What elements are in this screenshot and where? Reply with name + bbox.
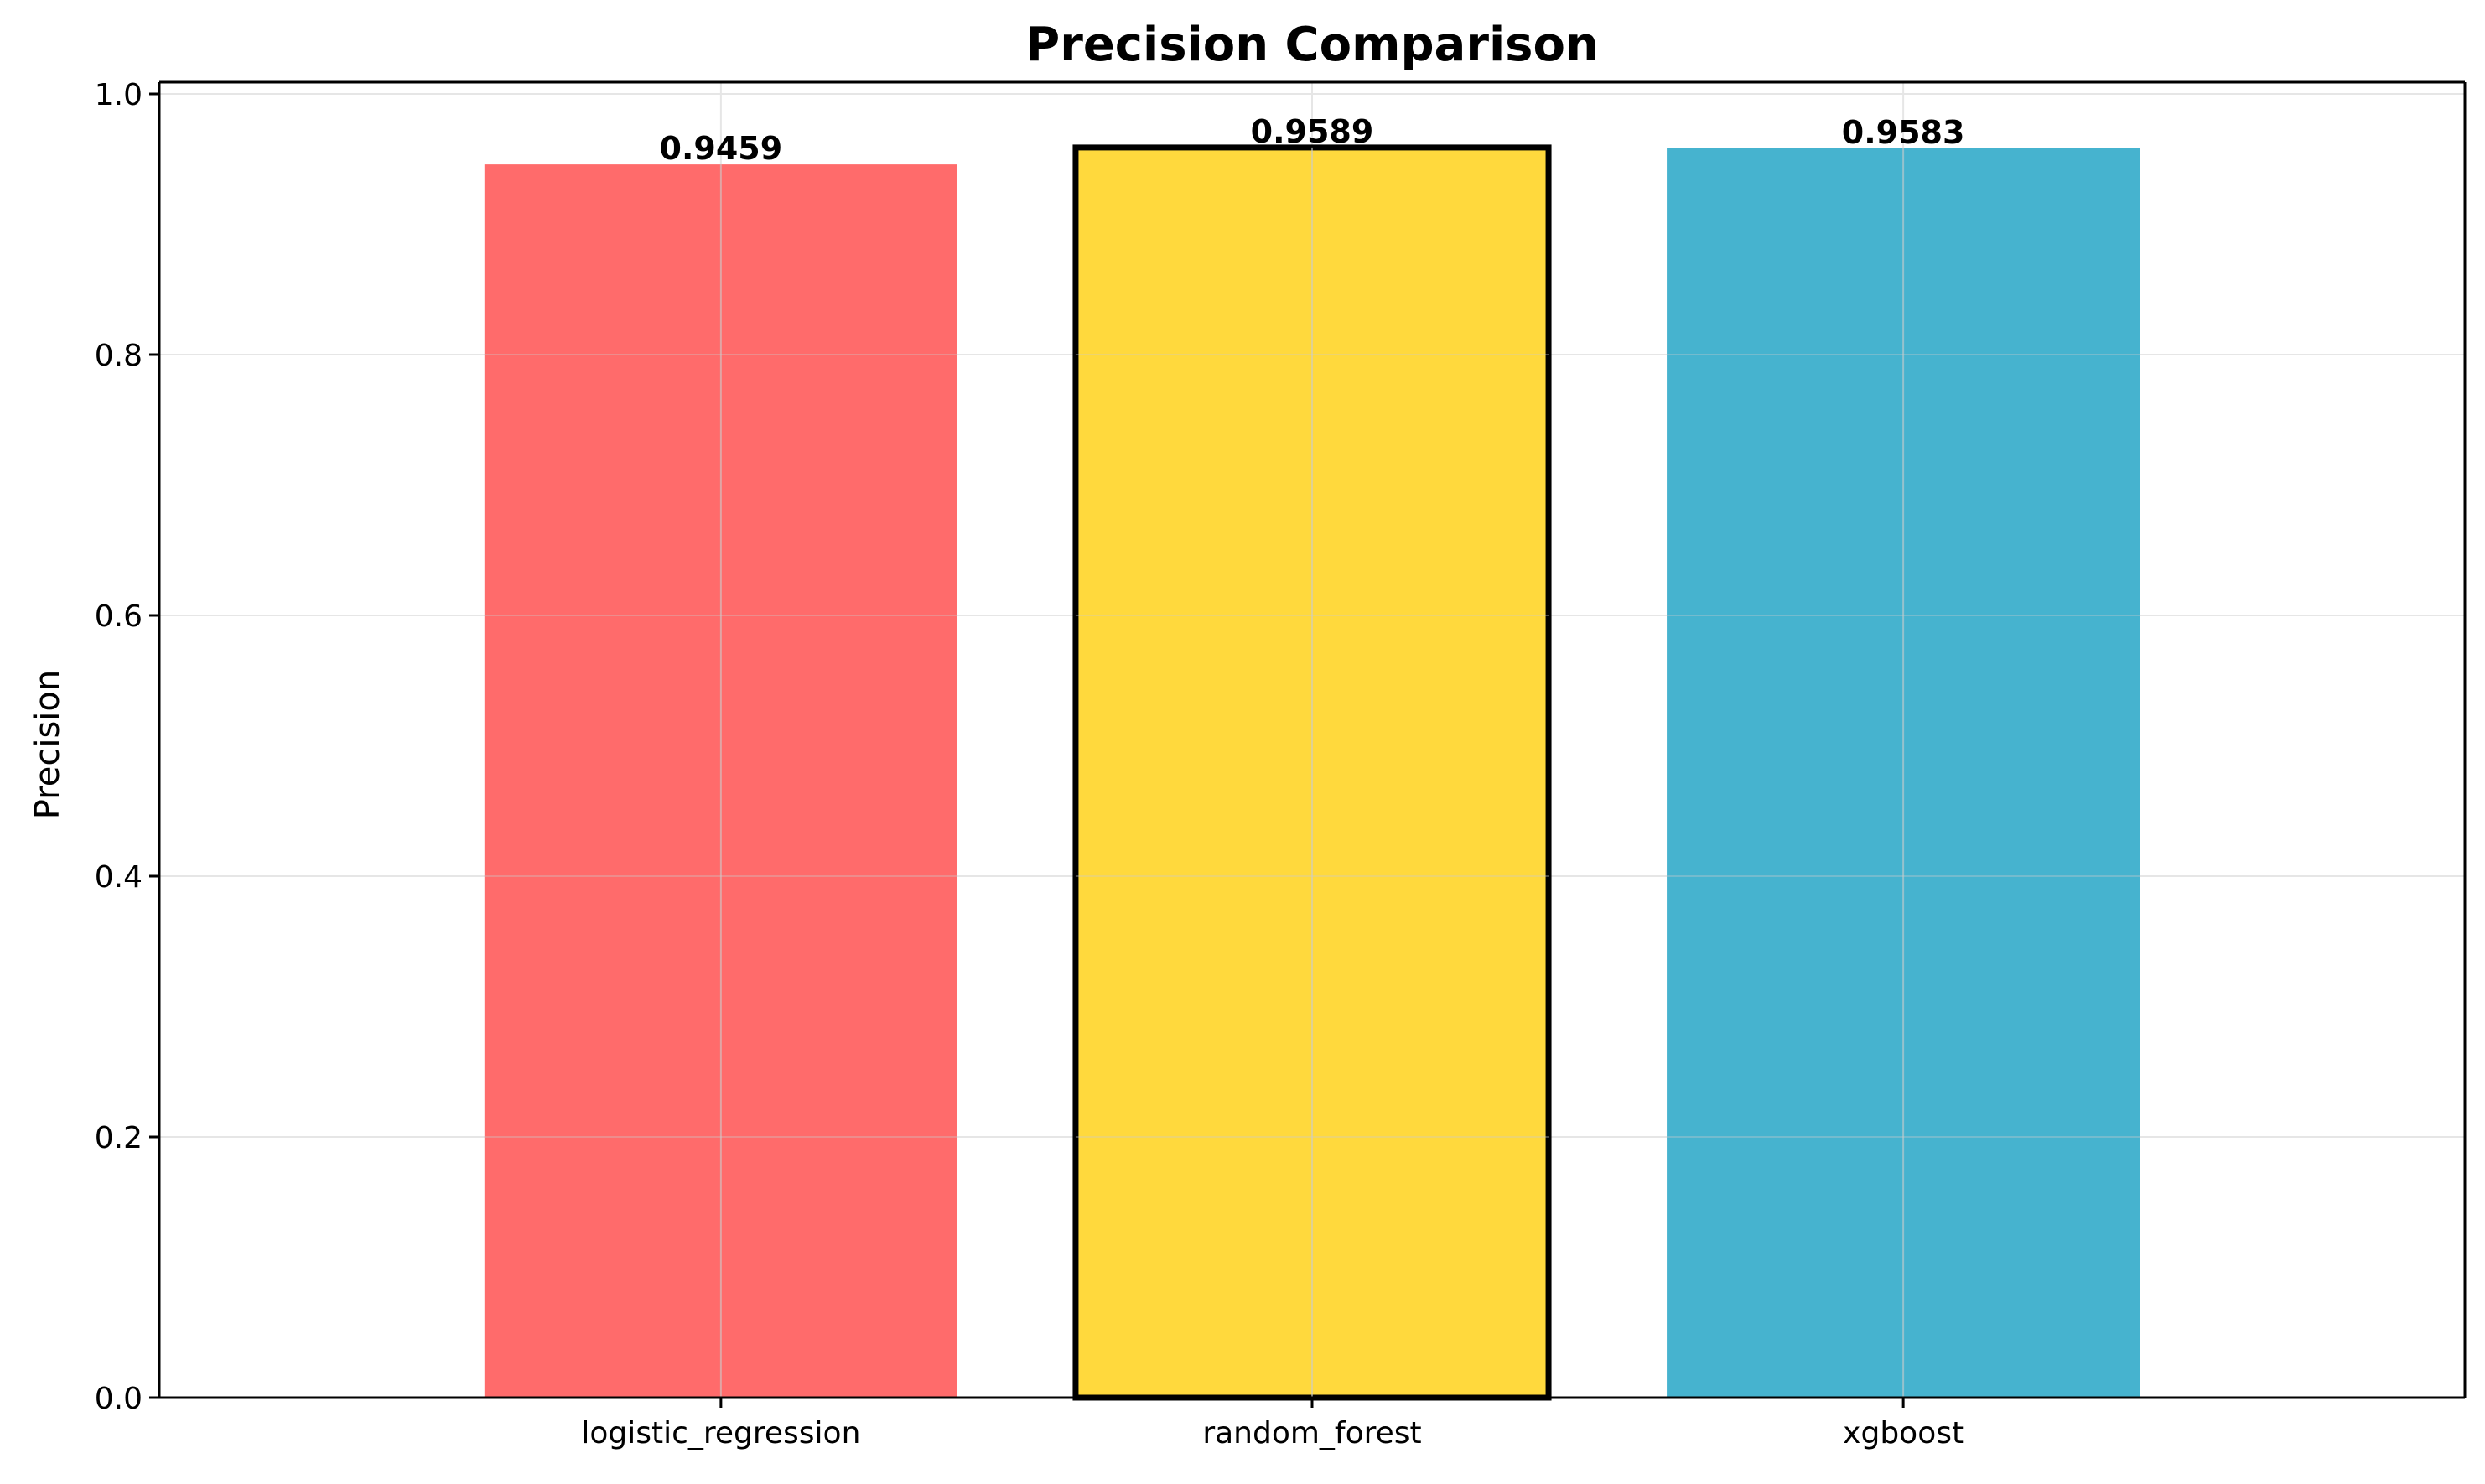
y-tick-label: 0.2	[95, 1121, 143, 1155]
y-tick-label: 0.6	[95, 599, 143, 634]
y-tick-label: 0.0	[95, 1382, 143, 1416]
y-axis-label: Precision	[29, 670, 67, 819]
data-label-random-forest: 0.9589	[1251, 113, 1374, 150]
data-labels: 0.9459 0.9589 0.9583	[660, 113, 1965, 167]
y-tick-label: 1.0	[95, 78, 143, 112]
data-label-logistic-regression: 0.9459	[660, 130, 783, 167]
x-axis-ticks: logistic_regression random_forest xgboost	[581, 1398, 1964, 1450]
data-label-xgboost: 0.9583	[1842, 114, 1965, 151]
x-tick-label: logistic_regression	[581, 1416, 860, 1450]
bars	[484, 144, 2140, 1401]
y-axis-ticks: 0.0 0.2 0.4 0.6 0.8 1.0	[95, 78, 159, 1416]
x-tick-label: xgboost	[1843, 1416, 1964, 1450]
x-tick-label: random_forest	[1202, 1416, 1421, 1450]
y-tick-label: 0.8	[95, 339, 143, 373]
y-tick-label: 0.4	[95, 860, 143, 895]
chart-title: Precision Comparison	[1025, 18, 1599, 72]
